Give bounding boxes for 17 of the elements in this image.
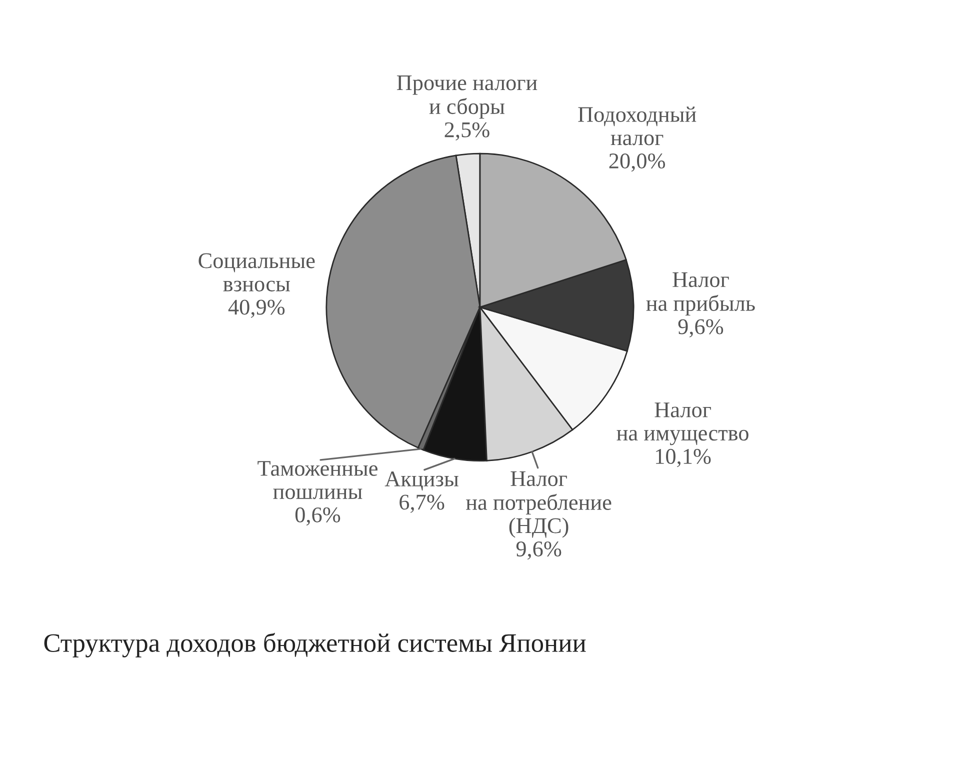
slice-label: Таможенные пошлины xyxy=(258,461,378,500)
text: Структура доходов бюджетной системы Японии xyxy=(44,632,586,658)
data-label: 10,1% xyxy=(656,448,711,468)
data-label: 2,5% xyxy=(444,122,490,141)
slice-label: Налог на прибыль xyxy=(646,272,755,316)
data-label: 0,6% xyxy=(295,507,340,526)
data-label: 9,6% xyxy=(516,541,562,560)
slice-label: Налог на потребление (НДС) xyxy=(466,471,612,538)
slice-label: Налог на имущество xyxy=(616,402,748,446)
data-label: 40,9% xyxy=(228,300,285,318)
slice-label: Прочие налоги и сборы xyxy=(396,75,538,119)
data-label: 20,0% xyxy=(609,153,666,172)
slice-label: Подоходный налог xyxy=(578,106,696,146)
data-label: 9,6% xyxy=(678,319,724,338)
data-label: 6,7% xyxy=(400,494,444,513)
slice-label: Акцизы xyxy=(384,472,458,491)
slice-label: Социальные взносы xyxy=(198,253,315,292)
